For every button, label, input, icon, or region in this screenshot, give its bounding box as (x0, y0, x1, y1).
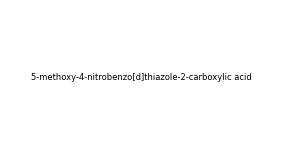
Text: 5-methoxy-4-nitrobenzo[d]thiazole-2-carboxylic acid: 5-methoxy-4-nitrobenzo[d]thiazole-2-carb… (31, 73, 251, 81)
